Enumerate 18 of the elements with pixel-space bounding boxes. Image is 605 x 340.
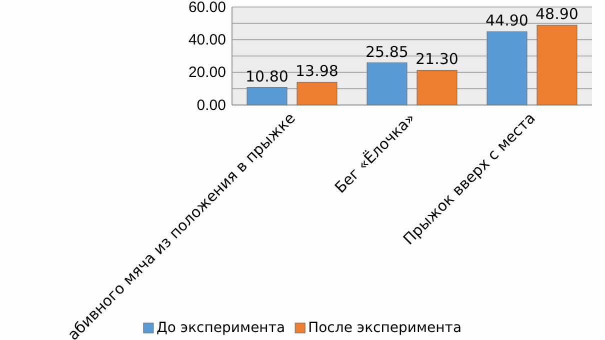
y-tick-label: 0.00 [196, 96, 226, 114]
legend-label: После эксперимента [308, 320, 462, 336]
bar [536, 24, 578, 106]
data-label: 25.85 [366, 42, 408, 61]
bar [366, 62, 408, 106]
bar [486, 31, 528, 106]
data-label: 21.30 [416, 50, 458, 68]
data-label: 10.80 [246, 67, 288, 86]
data-label: 44.90 [486, 12, 528, 30]
bar [246, 87, 288, 106]
legend-label: До эксперимента [156, 320, 286, 336]
y-tick-label: 20.00 [188, 64, 226, 82]
data-label: 13.98 [296, 62, 338, 80]
y-tick-label: 60.00 [188, 0, 226, 16]
data-label: 48.90 [536, 5, 578, 24]
bar [416, 70, 458, 106]
y-tick-label: 40.00 [188, 31, 226, 48]
bar [296, 82, 338, 106]
